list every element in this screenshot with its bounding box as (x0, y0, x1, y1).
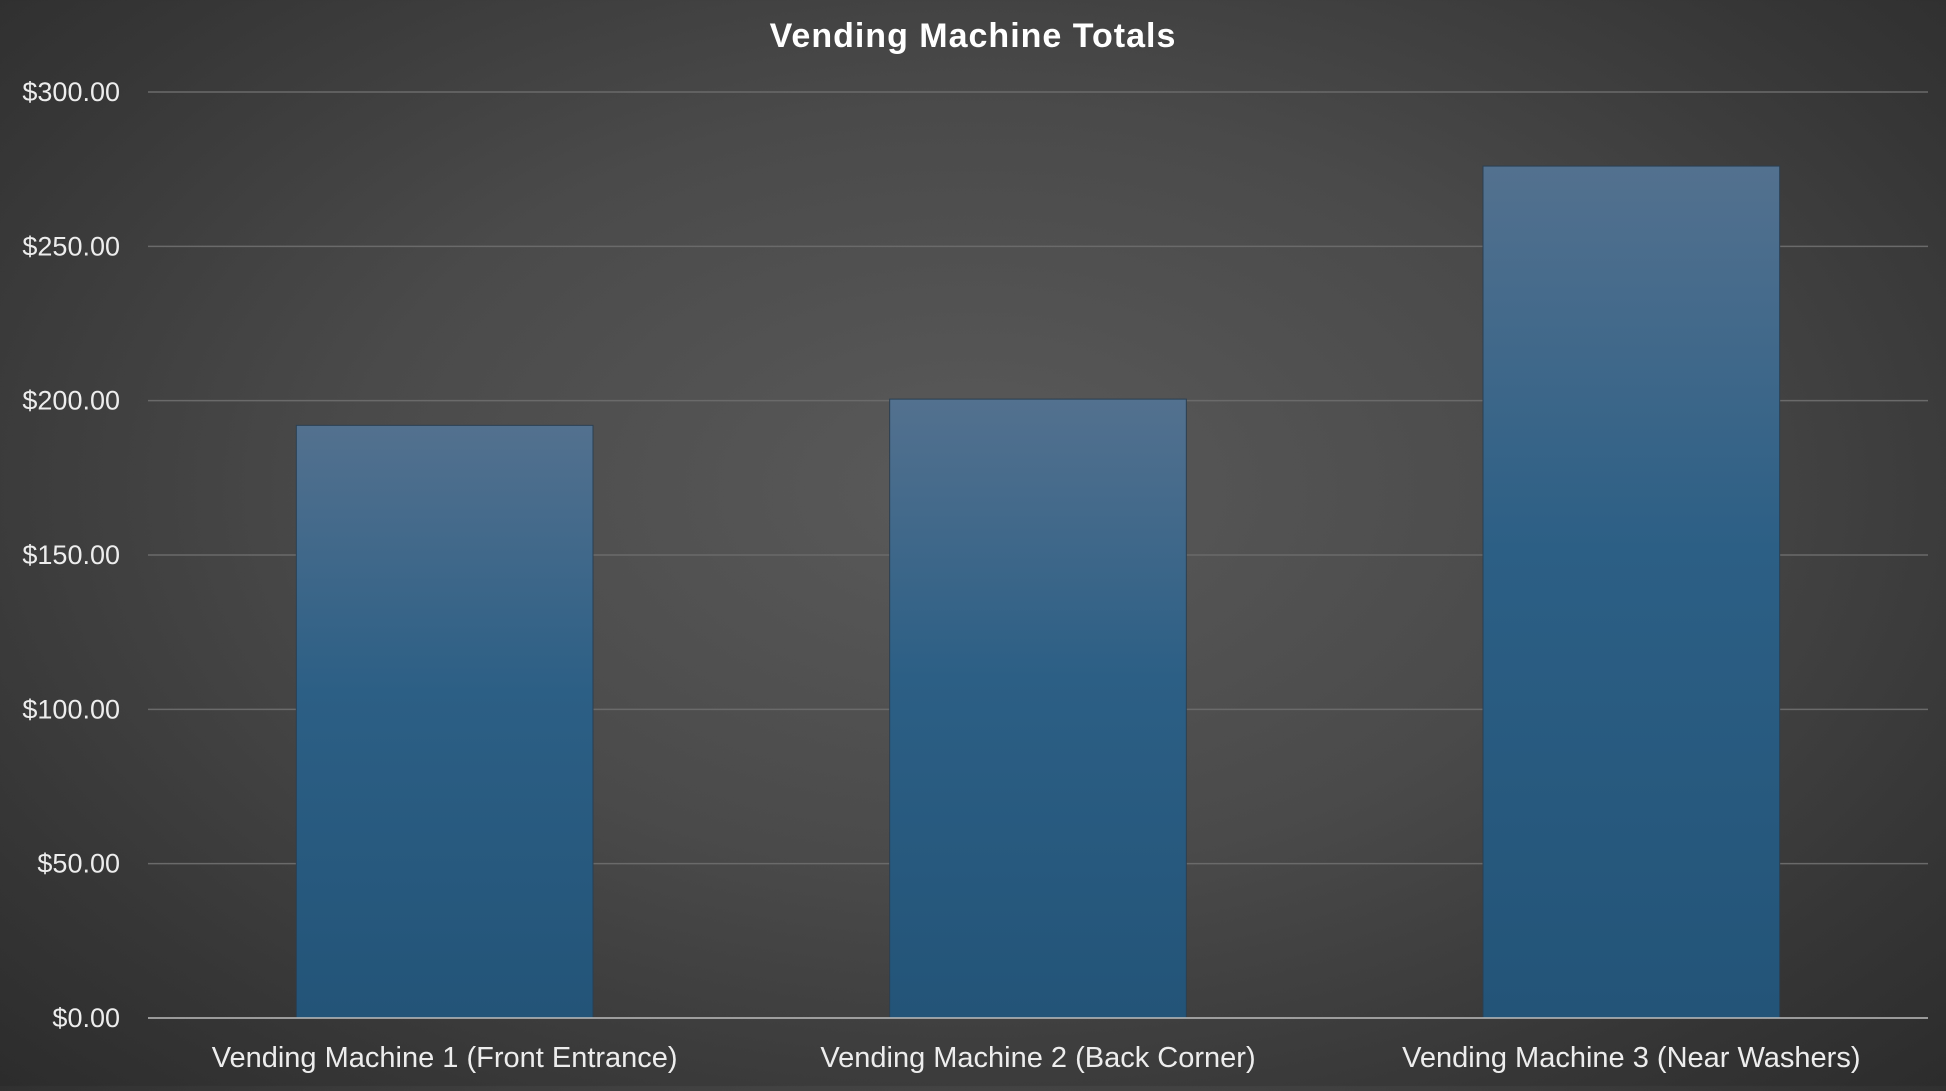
x-axis-tick-labels: Vending Machine 1 (Front Entrance) Vendin… (212, 1042, 1861, 1074)
y-tick-label: $100.00 (22, 694, 120, 724)
y-tick-label: $150.00 (22, 540, 120, 570)
x-tick-label: Vending Machine 3 (Near Washers) (1402, 1042, 1860, 1074)
bar (889, 398, 1187, 1019)
y-tick-label: $250.00 (22, 231, 120, 261)
bars (295, 165, 1781, 1019)
bar (295, 424, 594, 1019)
x-tick-label: Vending Machine 1 (Front Entrance) (212, 1042, 678, 1074)
y-tick-label: $300.00 (22, 77, 120, 107)
y-tick-label: $0.00 (52, 1003, 120, 1033)
bar (1482, 165, 1781, 1019)
y-tick-label: $200.00 (22, 386, 120, 416)
chart-title: Vending Machine Totals (770, 17, 1177, 55)
x-tick-label: Vending Machine 2 (Back Corner) (820, 1042, 1255, 1074)
y-tick-label: $50.00 (37, 849, 120, 879)
y-axis-tick-labels: $0.00 $50.00 $100.00 $150.00 $200.00 $250.00 $… (22, 77, 120, 1033)
